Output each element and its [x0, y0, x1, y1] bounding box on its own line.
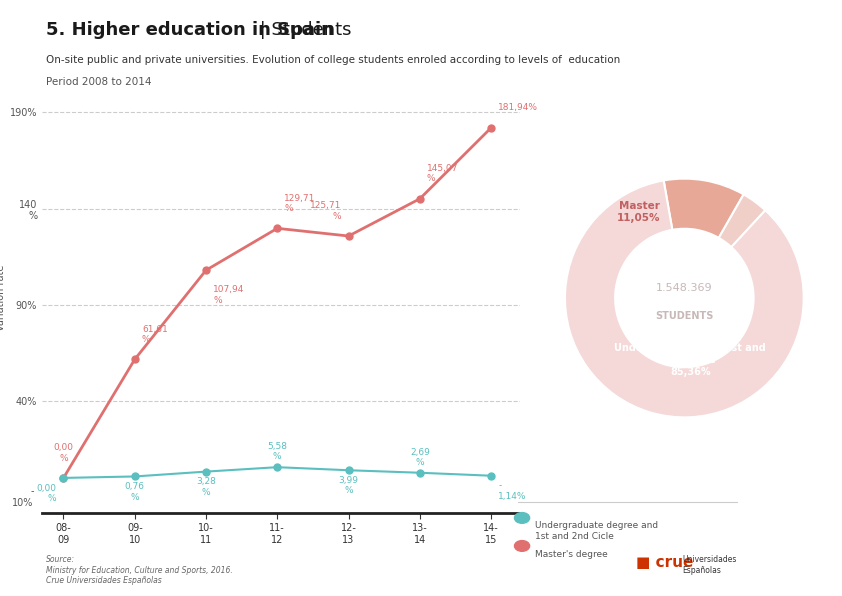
Text: | Students: | Students [254, 21, 352, 39]
Text: 3,99
%: 3,99 % [338, 476, 359, 495]
Y-axis label: Variation rate: Variation rate [0, 265, 6, 331]
Text: Period 2008 to 2014: Period 2008 to 2014 [46, 77, 152, 88]
Text: Master's degree: Master's degree [535, 550, 607, 558]
Wedge shape [663, 179, 743, 238]
Text: On-site public and private universities. Evolution of college students enroled a: On-site public and private universities.… [46, 55, 621, 66]
Text: 0,76
%: 0,76 % [125, 482, 145, 502]
Text: 0,00
%: 0,00 % [36, 484, 56, 503]
Text: 129,71
%: 129,71 % [285, 194, 316, 213]
Text: STUDENTS: STUDENTS [655, 311, 713, 321]
Text: 145,07
%: 145,07 % [427, 164, 458, 184]
Text: 1.548.369: 1.548.369 [656, 284, 712, 293]
Text: -
1,14%: - 1,14% [498, 482, 527, 501]
Text: -
10%: - 10% [12, 486, 34, 508]
Text: Master
11,05%: Master 11,05% [617, 201, 661, 223]
Wedge shape [719, 194, 765, 247]
Text: 0,00
%: 0,00 % [54, 443, 73, 462]
Text: Source:
Ministry for Education, Culture and Sports, 2016.
Crue Universidades Esp: Source: Ministry for Education, Culture … [46, 555, 233, 585]
Text: Undergraduate and 1st and
2nd Cicle
85,36%: Undergraduate and 1st and 2nd Cicle 85,3… [615, 343, 766, 377]
Text: 107,94
%: 107,94 % [213, 285, 244, 305]
Text: 5. Higher education in Spain: 5. Higher education in Spain [46, 21, 334, 39]
Text: Undergraduate degree and
1st and 2nd Cicle: Undergraduate degree and 1st and 2nd Cic… [535, 522, 658, 541]
Text: 61,61
%: 61,61 % [142, 325, 168, 344]
Text: 181,94%: 181,94% [498, 104, 538, 113]
Text: ■ crue: ■ crue [636, 555, 693, 570]
Text: 5,58
%: 5,58 % [267, 442, 287, 461]
Wedge shape [565, 181, 804, 417]
Text: 125,71
%: 125,71 % [310, 201, 342, 221]
Text: Universidades
Españolas: Universidades Españolas [682, 555, 737, 575]
Text: 3,28
%: 3,28 % [196, 477, 216, 497]
Text: 2,69
%: 2,69 % [410, 448, 429, 467]
